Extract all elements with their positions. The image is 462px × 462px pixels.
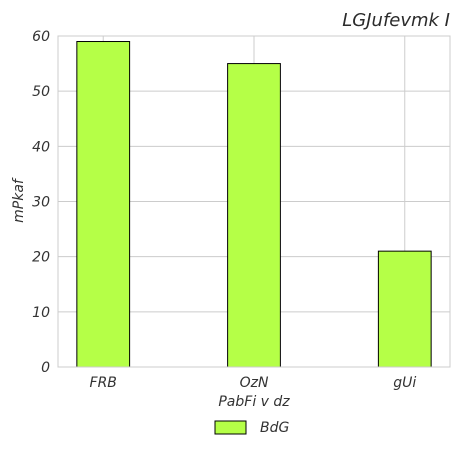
plot-frame (57, 35, 451, 368)
bar (227, 63, 281, 368)
y-axis-ticks: 0 10 20 30 40 50 60 (32, 29, 50, 376)
bar-series (76, 41, 432, 368)
bar (377, 250, 432, 368)
y-axis-label: mPkaf (11, 177, 27, 223)
x-tick-label: gUi (393, 375, 416, 391)
legend-swatch (214, 420, 247, 435)
bar (76, 41, 131, 368)
x-tick-label: FRB (90, 375, 117, 391)
y-tick-label: 20 (32, 250, 50, 266)
y-tick-label: 30 (32, 195, 50, 211)
x-axis-ticks: FRB OzN gUi (90, 375, 417, 391)
chart-title: LGJufevmk I (342, 10, 450, 31)
y-tick-label: 40 (32, 139, 50, 155)
x-axis-label: PabFi v dz (218, 394, 290, 410)
y-tick-label: 50 (32, 84, 50, 100)
y-tick-label: 10 (32, 305, 50, 321)
legend-label: BdG (260, 420, 289, 436)
y-tick-label: 0 (41, 360, 50, 376)
legend: BdG (214, 420, 289, 436)
y-tick-label: 60 (32, 29, 50, 45)
x-tick-label: OzN (240, 375, 269, 391)
